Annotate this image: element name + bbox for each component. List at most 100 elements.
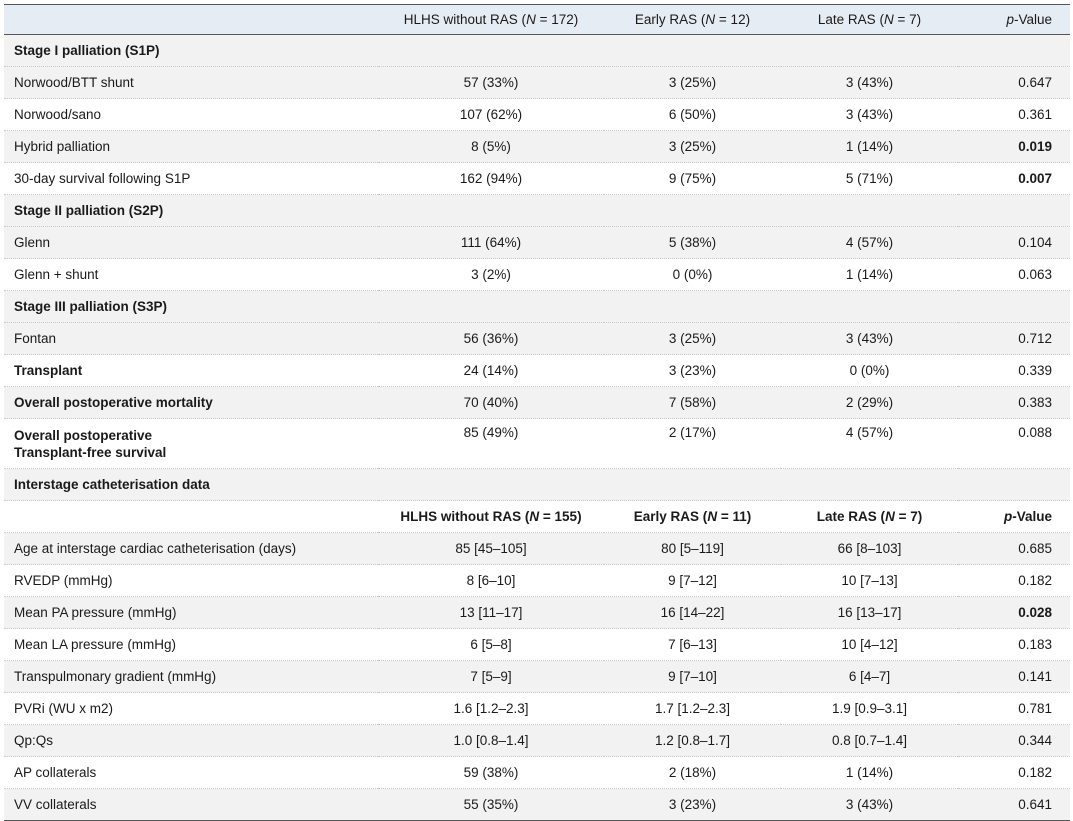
table-row: Norwood/sano 107 (62%) 6 (50%) 3 (43%) 0… [4,98,1070,131]
cell-hlhs: 59 (38%) [463,765,519,780]
cell-p: 0.712 [1018,331,1052,346]
section-title: Stage I palliation (S1P) [14,43,160,58]
section-s1p: Stage I palliation (S1P) [4,34,1070,67]
cell-early: 2 (17%) [668,425,717,440]
cell-late: 3 (43%) [845,331,894,346]
cell-early: 2 (18%) [668,765,717,780]
table-row: RVEDP (mmHg) 8 [6–10] 9 [7–12] 10 [7–13] 0.1… [4,564,1070,597]
table-row: Glenn + shunt 3 (2%) 0 (0%) 1 (14%) 0.06… [4,258,1070,291]
table-row: Overall postoperative Transplant-free su… [4,418,1070,469]
cell-late: 16 [13–17] [837,605,902,620]
table-row: Norwood/BTT shunt 57 (33%) 3 (25%) 3 (43… [4,66,1070,99]
cell-late: 3 (43%) [845,75,894,90]
cell-late: 66 [8–103] [837,541,902,556]
italic-symbol: N [883,12,894,27]
header-late-ras: Late RAS (N = 7) [781,4,958,35]
cell-hlhs: 70 (40%) [463,395,519,410]
table-row: Overall postoperative mortality 70 (40%)… [4,386,1070,419]
cell-hlhs: 56 (36%) [463,331,519,346]
table-row: Fontan 56 (36%) 3 (25%) 3 (43%) 0.712 [4,322,1070,355]
header-row: HLHS without RAS (N = 172) Early RAS (N … [4,4,1070,35]
italic-symbol: N [526,12,536,27]
header-hlhs-without-ras: HLHS without RAS (N = 172) [378,4,604,35]
italic-symbol: N [885,509,895,524]
cell-early: 1.2 [0.8–1.7] [654,733,731,748]
cell-late: 6 [4–7] [848,669,891,684]
cell-hlhs: 24 (14%) [463,363,519,378]
row-label: Norwood/BTT shunt [14,75,134,90]
cell-hlhs: 107 (62%) [459,107,523,122]
table-row: Mean PA pressure (mmHg) 13 [11–17] 16 [14–… [4,596,1070,629]
cell-p: 0.641 [1018,797,1052,812]
cath-header-blank [4,501,378,533]
row-label: Mean LA pressure (mmHg) [14,637,177,652]
cell-early: 80 [5–119] [661,541,724,556]
section-s3p: Stage III palliation (S3P) [4,290,1070,323]
row-label-line2: Transplant-free survival [14,444,167,460]
cell-p: 0.781 [1018,701,1052,716]
cell-early: 3 (25%) [668,331,717,346]
row-label: Age at interstage cardiac catheterisatio… [14,541,297,556]
cell-hlhs: 3 (2%) [471,267,511,282]
header-p-value: p-Value [958,4,1070,35]
cell-p-significant: 0.007 [1018,171,1052,186]
italic-symbol: p [1006,12,1014,27]
cell-hlhs: 162 (94%) [459,171,523,186]
results-table-container: HLHS without RAS (N = 172) Early RAS (N … [4,4,1070,821]
cell-early: 9 [7–12] [668,573,717,588]
cell-p: 0.182 [1018,573,1052,588]
cell-early: 1.7 [1.2–2.3] [654,701,731,716]
row-label: Glenn [14,235,51,250]
cell-p: 0.104 [1018,235,1052,250]
cell-late: 0.8 [0.7–1.4] [831,733,908,748]
table-row: 30-day survival following S1P 162 (94%) … [4,162,1070,195]
row-label: Qp:Qs [14,733,54,748]
row-label: AP collaterals [14,765,97,780]
cell-early: 6 (50%) [668,107,717,122]
row-label: Fontan [14,331,57,346]
table-row: Hybrid palliation 8 (5%) 3 (25%) 1 (14%)… [4,130,1070,163]
row-label: Overall postoperative Transplant-free su… [4,419,378,469]
cell-late: 2 (29%) [845,395,894,410]
section-title: Stage II palliation (S2P) [14,203,164,218]
cell-early: 3 (25%) [668,139,717,154]
cell-late: 1 (14%) [845,765,894,780]
table-row: PVRi (WU x m2) 1.6 [1.2–2.3] 1.7 [1.2–2.3]… [4,692,1070,725]
cell-p: 0.339 [1018,363,1052,378]
cell-late: 3 (43%) [845,107,894,122]
cell-early: 16 [14–22] [660,605,725,620]
cell-early: 0 (0%) [672,267,713,282]
table-row: Age at interstage cardiac catheterisatio… [4,532,1070,565]
table-row: Glenn 111 (64%) 5 (38%) 4 (57%) 0.104 [4,226,1070,259]
header-blank [4,4,378,35]
section-s2p: Stage II palliation (S2P) [4,194,1070,227]
italic-symbol: N [707,509,718,524]
italic-symbol: N [705,12,716,27]
results-table: HLHS without RAS (N = 172) Early RAS (N … [4,4,1070,821]
cell-late: 5 (71%) [845,171,894,186]
table-row: Transplant 24 (14%) 3 (23%) 0 (0%) 0.339 [4,354,1070,387]
cath-header-row: HLHS without RAS (N = 155) Early RAS (N … [4,500,1070,533]
cell-p-significant: 0.019 [1018,139,1052,154]
table-row: Transpulmonary gradient (mmHg) 7 [5–9] 9 [… [4,660,1070,693]
cath-header-early: Early RAS (N = 11) [633,509,752,524]
cell-p: 0.344 [1018,733,1052,748]
cell-late: 0 (0%) [849,363,890,378]
cell-hlhs: 111 (64%) [460,235,522,250]
cell-p: 0.063 [1018,267,1052,282]
italic-symbol: N [529,509,540,524]
cell-early: 9 (75%) [668,171,717,186]
cell-late: 4 (57%) [845,235,894,250]
cell-p: 0.088 [1018,425,1052,440]
cell-p: 0.383 [1018,395,1052,410]
section-cath: Interstage catheterisation data [4,468,1070,501]
row-label: PVRi (WU x m2) [14,701,113,716]
row-label: Overall postoperative mortality [14,395,213,410]
row-label: Transpulmonary gradient (mmHg) [14,669,217,684]
section-title: Stage III palliation (S3P) [14,299,168,314]
cell-hlhs: 8 (5%) [471,139,511,154]
cell-late: 1.9 [0.9–3.1] [831,701,908,716]
row-label: Transplant [14,363,83,378]
cell-late: 1 (14%) [845,267,894,282]
cell-early: 5 (38%) [668,235,717,250]
